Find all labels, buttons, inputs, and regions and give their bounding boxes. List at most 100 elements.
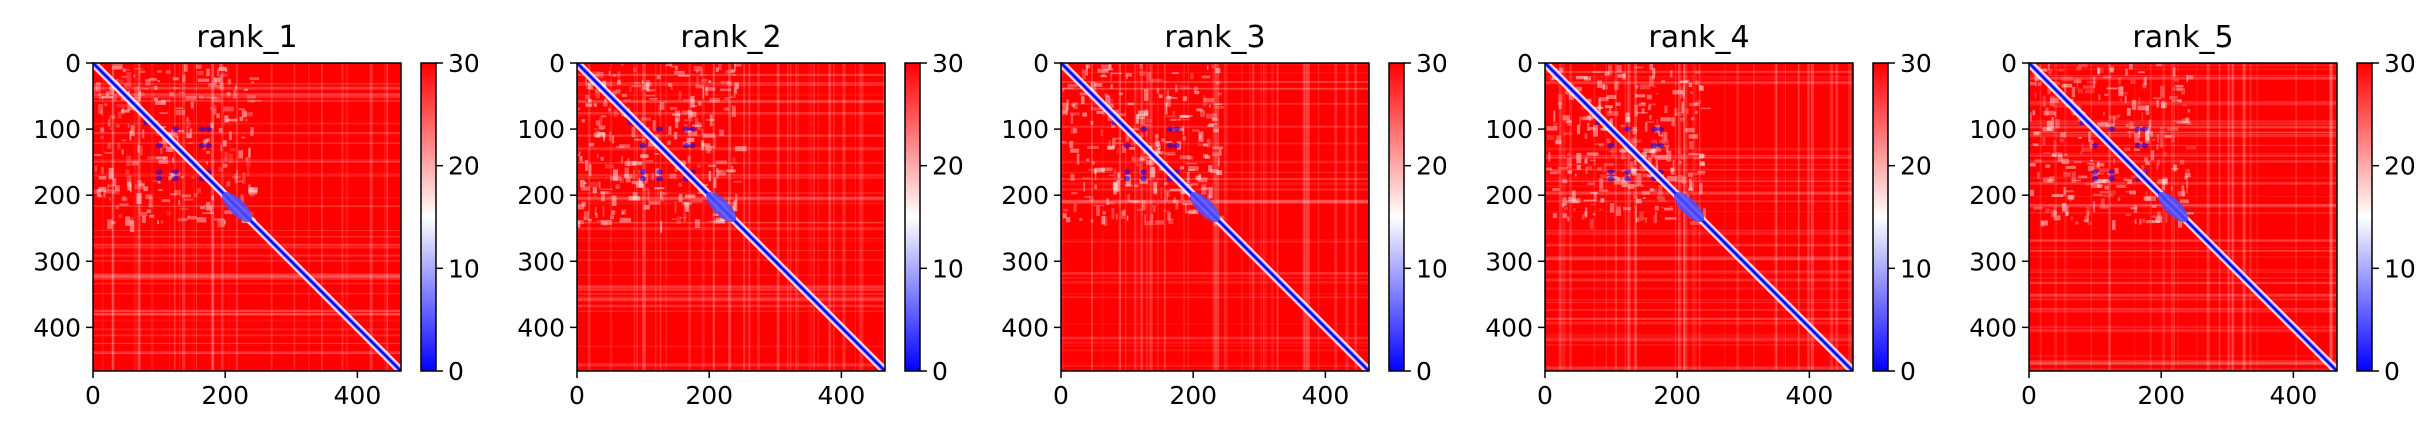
colorbar [1389, 63, 1404, 371]
colorbar-frame [1872, 62, 1889, 372]
heatmap-texture [1061, 63, 1369, 371]
panel-5: rank_5 0 200 400 0 100 200 300 400 0 10 20 30 [1969, 20, 2416, 410]
heatmap-frame [2028, 62, 2338, 372]
colorbar-frame [904, 62, 921, 372]
y-tick-label: 100 [1001, 115, 1049, 144]
panel-1: rank_1 0 200 400 0 100 200 300 400 0 10 20 30 [33, 20, 480, 410]
heatmap [577, 63, 885, 371]
panel-title: rank_1 [196, 20, 297, 55]
panel-title: rank_3 [1164, 20, 1265, 55]
heatmap-frame [576, 62, 886, 372]
y-tick-label: 200 [1001, 181, 1049, 210]
colorbar-tick-label: 0 [932, 357, 948, 386]
heatmap-texture [1545, 63, 1853, 371]
near-contact-region [2029, 63, 2196, 230]
x-tick-label: 200 [201, 381, 249, 410]
y-tick-label: 200 [1485, 181, 1533, 210]
panel-4: rank_4 0 200 400 0 100 200 300 400 0 10 20 30 [1485, 20, 1932, 410]
y-tick-label: 200 [33, 181, 81, 210]
diagonal-band [1545, 63, 1853, 371]
panel-title: rank_2 [680, 20, 781, 55]
diagonal-band [1061, 63, 1369, 371]
colorbar-tick-label: 20 [1416, 152, 1448, 181]
y-tick-label: 300 [1969, 247, 2017, 276]
x-tick-label: 400 [818, 381, 866, 410]
colorbar-tick-label: 0 [1900, 357, 1916, 386]
x-tick-label: 400 [334, 381, 382, 410]
panel-title: rank_4 [1648, 20, 1749, 55]
colorbar [1873, 63, 1888, 371]
heatmap [1061, 63, 1369, 371]
panel-2: rank_2 0 200 400 0 100 200 300 400 0 10 20 30 [517, 20, 964, 410]
colorbar-tick-label: 10 [1900, 254, 1932, 283]
colorbar-frame [420, 62, 437, 372]
near-contact-region [1061, 63, 1225, 227]
x-tick-label: 200 [685, 381, 733, 410]
diagonal-band [93, 63, 401, 371]
y-tick-label: 200 [1969, 181, 2017, 210]
colorbar-tick-label: 20 [932, 152, 964, 181]
y-tick-label: 100 [1969, 115, 2017, 144]
y-tick-label: 0 [1517, 49, 1533, 78]
y-tick-label: 200 [517, 181, 565, 210]
heatmap-frame [92, 62, 402, 372]
heatmap [93, 63, 401, 371]
y-tick-label: 300 [1001, 247, 1049, 276]
y-tick-label: 400 [1485, 313, 1533, 342]
y-tick-label: 400 [1001, 313, 1049, 342]
y-tick-label: 0 [2001, 49, 2017, 78]
x-tick-label: 200 [2137, 381, 2185, 410]
colorbar [2357, 63, 2372, 371]
x-tick-label: 400 [1786, 381, 1834, 410]
x-tick-label: 0 [85, 381, 101, 410]
x-tick-label: 400 [1302, 381, 1350, 410]
diagonal-band [577, 63, 885, 371]
heatmap [2029, 63, 2337, 371]
colorbar-tick-label: 30 [1416, 49, 1448, 78]
y-tick-label: 400 [33, 313, 81, 342]
colorbar-tick-label: 0 [1416, 357, 1432, 386]
x-tick-label: 0 [1537, 381, 1553, 410]
y-tick-label: 400 [1969, 313, 2017, 342]
y-tick-label: 100 [33, 115, 81, 144]
y-tick-label: 300 [33, 247, 81, 276]
y-tick-label: 0 [549, 49, 565, 78]
x-tick-label: 0 [1053, 381, 1069, 410]
heatmap-texture [577, 63, 885, 371]
y-tick-label: 400 [517, 313, 565, 342]
colorbar-tick-label: 30 [1900, 49, 1932, 78]
y-tick-label: 0 [65, 49, 81, 78]
colorbar-tick-label: 0 [2384, 357, 2400, 386]
heatmap [1545, 63, 1853, 371]
y-tick-label: 100 [517, 115, 565, 144]
x-tick-label: 400 [2270, 381, 2318, 410]
diagonal-band [2029, 63, 2337, 371]
x-tick-label: 200 [1653, 381, 1701, 410]
colorbar-tick-label: 20 [1900, 152, 1932, 181]
colorbar-frame [1388, 62, 1405, 372]
colorbar-tick-label: 30 [448, 49, 480, 78]
colorbar-tick-label: 10 [448, 254, 480, 283]
colorbar-tick-label: 20 [448, 152, 480, 181]
panel-title: rank_5 [2132, 20, 2233, 55]
colorbar-frame [2356, 62, 2373, 372]
y-tick-label: 100 [1485, 115, 1533, 144]
heatmap-frame [1544, 62, 1854, 372]
colorbar-tick-label: 0 [448, 357, 464, 386]
y-tick-label: 300 [517, 247, 565, 276]
colorbar-tick-label: 20 [2384, 152, 2416, 181]
colorbar-tick-label: 10 [2384, 254, 2416, 283]
y-tick-label: 300 [1485, 247, 1533, 276]
colorbar-tick-label: 10 [1416, 254, 1448, 283]
colorbar [421, 63, 436, 371]
panel-3: rank_3 0 200 400 0 100 200 300 400 0 10 20 30 [1001, 20, 1448, 410]
x-tick-label: 0 [2021, 381, 2037, 410]
y-tick-label: 0 [1033, 49, 1049, 78]
near-contact-region [1546, 64, 1711, 229]
heatmap-texture [2029, 63, 2337, 371]
colorbar-tick-label: 10 [932, 254, 964, 283]
x-tick-label: 200 [1169, 381, 1217, 410]
colorbar [905, 63, 920, 371]
x-tick-label: 0 [569, 381, 585, 410]
